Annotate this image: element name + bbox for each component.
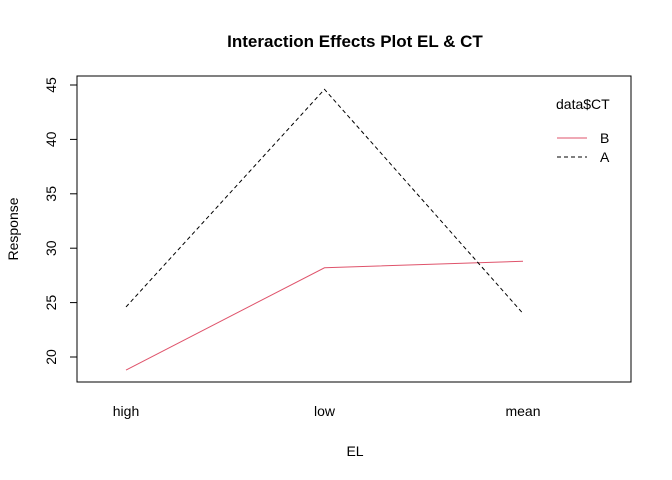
legend: data$CT BA xyxy=(556,96,610,165)
y-tick-label: 30 xyxy=(43,240,59,256)
legend-title: data$CT xyxy=(556,96,610,112)
y-tick-label: 35 xyxy=(43,186,59,202)
y-tick-label: 20 xyxy=(43,349,59,365)
y-tick-label: 40 xyxy=(43,131,59,147)
series-layer xyxy=(125,88,524,371)
x-tick-label: low xyxy=(314,403,336,419)
legend-label-B: B xyxy=(600,130,609,146)
x-tick-label: mean xyxy=(505,403,540,419)
y-tick-label: 45 xyxy=(43,77,59,93)
y-axis: 20 25 30 35 40 45 xyxy=(43,77,78,365)
y-axis-label: Response xyxy=(5,197,21,260)
x-axis: high low mean xyxy=(113,403,541,419)
x-axis-label: EL xyxy=(346,443,363,459)
series-line-A xyxy=(125,88,524,314)
x-tick-label: high xyxy=(113,403,139,419)
plot-frame xyxy=(76,75,632,383)
chart-title: Interaction Effects Plot EL & CT xyxy=(227,32,483,51)
legend-label-A: A xyxy=(600,149,610,165)
series-line-B xyxy=(125,260,524,371)
y-tick-label: 25 xyxy=(43,295,59,311)
